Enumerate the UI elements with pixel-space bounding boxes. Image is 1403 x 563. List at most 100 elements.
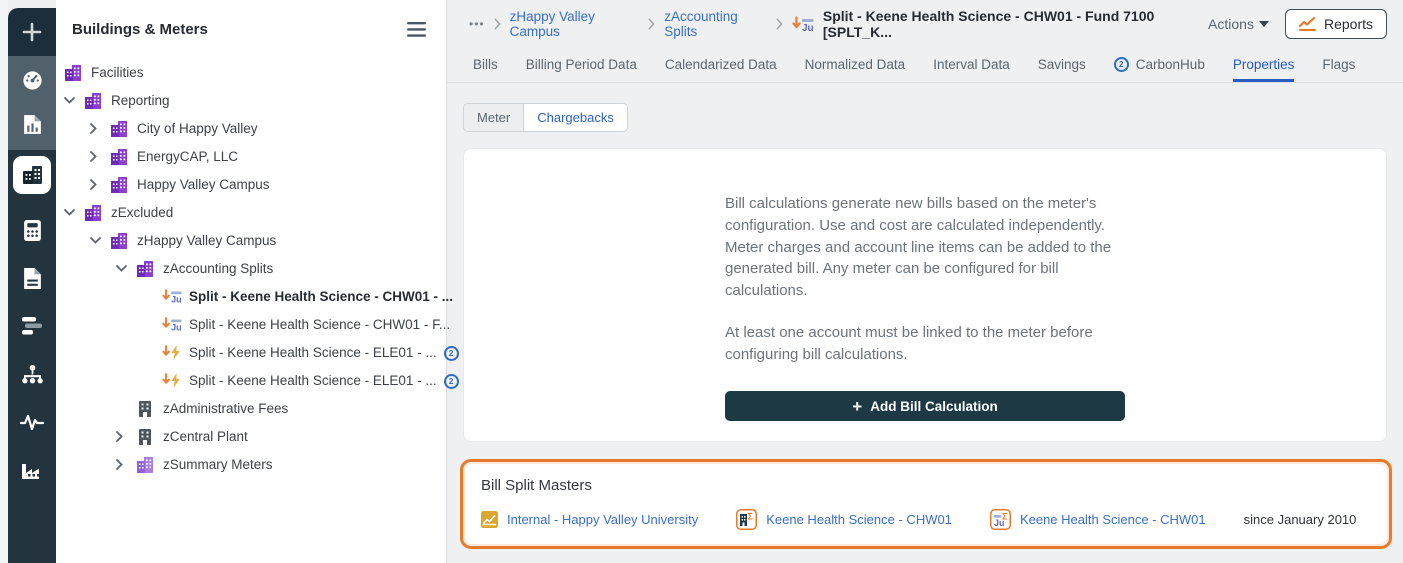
split-master-report-link[interactable]: Internal - Happy Valley University: [507, 512, 699, 527]
tree-item-split-keene-health-science-ele01[interactable]: Split - Keene Health Science - ELE01 - .…: [56, 338, 459, 366]
svg-text:Ju: Ju: [994, 518, 1005, 528]
tab-calendarized-data[interactable]: Calendarized Data: [664, 57, 777, 72]
chevron-right-icon[interactable]: [90, 150, 110, 162]
building-purple-icon: [84, 203, 104, 221]
svg-text:Ju: Ju: [171, 294, 182, 304]
building-purple-icon: [110, 175, 130, 193]
subtab-meter[interactable]: Meter: [464, 104, 525, 131]
tree-item-facilities[interactable]: Facilities: [56, 58, 446, 86]
chevron-right-icon[interactable]: [116, 458, 136, 470]
tree-item-label: Split - Keene Health Science - ELE01 - .…: [189, 344, 437, 360]
tab-bills[interactable]: Bills: [473, 57, 498, 72]
tree-panel-title: Buildings & Meters: [72, 21, 208, 38]
properties-subtabs: Meter Chargebacks: [463, 103, 628, 132]
chevron-down-icon[interactable]: [90, 236, 110, 244]
meter-chilled-water-icon: Ju: [162, 315, 182, 333]
reports-label: Reports: [1323, 16, 1373, 32]
actions-menu-button[interactable]: Actions: [1208, 16, 1269, 32]
tree-item-label: zAccounting Splits: [163, 260, 274, 276]
tree-item-zcentral-plant[interactable]: zCentral Plant: [56, 422, 446, 450]
chevron-down-icon[interactable]: [64, 96, 84, 104]
tree-item-label: City of Happy Valley: [137, 120, 258, 136]
tree-item-label: Split - Keene Health Science - CHW01 - .…: [189, 288, 454, 304]
interval-pulse-icon[interactable]: [20, 410, 44, 434]
bill-split-masters-highlight: Bill Split Masters Internal - Happy Vall…: [460, 459, 1392, 549]
chevron-right-icon[interactable]: [90, 178, 110, 190]
tree-item-label: zSummary Meters: [163, 456, 273, 472]
tree-item-zsummary-meters[interactable]: zSummary Meters: [56, 450, 446, 478]
tree-item-label: Split - Keene Health Science - ELE01 - .…: [189, 372, 437, 388]
chevron-down-icon[interactable]: [64, 208, 84, 216]
building-purple-icon: [110, 119, 130, 137]
tree-item-happy-valley-campus[interactable]: Happy Valley Campus: [56, 170, 446, 198]
tab-properties[interactable]: Properties: [1232, 48, 1295, 82]
calculator-icon[interactable]: [20, 218, 44, 242]
actions-label: Actions: [1208, 16, 1254, 32]
breadcrumb: ••• zHappy Valley Campus zAccounting Spl…: [447, 0, 1403, 48]
bill-split-master-building: Σ Keene Health Science - CHW01: [736, 509, 952, 530]
split-master-meter-link[interactable]: Keene Health Science - CHW01: [1019, 512, 1206, 527]
app-rail: [8, 8, 56, 563]
tree-item-zaccounting-splits[interactable]: zAccounting Splits: [56, 254, 446, 282]
building-purple-light-icon: [136, 455, 156, 473]
facility-tree: Facilities Reporting City of Happy Valley E…: [56, 56, 459, 478]
tree-item-city-of-happy-valley[interactable]: City of Happy Valley: [56, 114, 446, 142]
breadcrumb-link-splits[interactable]: zAccounting Splits: [664, 9, 738, 39]
tree-item-zhappy-valley-campus[interactable]: zHappy Valley Campus: [56, 226, 446, 254]
meter-sigma-icon: JuΣ: [989, 509, 1011, 530]
svg-text:Ju: Ju: [802, 23, 814, 33]
breadcrumb-more-button[interactable]: •••: [469, 17, 485, 31]
split-master-building-link[interactable]: Keene Health Science - CHW01: [766, 512, 952, 527]
reports-button[interactable]: Reports: [1284, 9, 1387, 39]
caret-down-icon: [1258, 21, 1269, 27]
plus-icon: +: [852, 396, 863, 416]
chilled-water-meter-icon: Ju: [792, 15, 814, 33]
chargeback-bars-icon[interactable]: [20, 314, 44, 338]
tree-item-label: EnergyCAP, LLC: [137, 148, 239, 164]
subtab-chargebacks[interactable]: Chargebacks: [524, 104, 627, 131]
tree-item-zadministrative-fees[interactable]: zAdministrative Fees: [56, 394, 446, 422]
rail-top-group: [8, 56, 56, 150]
chevron-down-icon[interactable]: [116, 264, 136, 272]
tree-item-split-keene-health-science-chw01-f[interactable]: Ju Split - Keene Health Science - CHW01 -…: [56, 310, 450, 338]
dashboard-gauge-icon[interactable]: [20, 68, 44, 92]
hamburger-menu-icon[interactable]: [407, 22, 426, 37]
building-purple-icon: [136, 259, 156, 277]
tab-carbonhub[interactable]: CarbonHub: [1113, 48, 1205, 82]
plant-factory-icon[interactable]: [20, 458, 44, 482]
chevron-right-icon[interactable]: [90, 122, 110, 134]
carbonhub-icon: [443, 373, 459, 389]
chevron-right-icon[interactable]: [116, 430, 136, 442]
tree-item-split-keene-health-science-ele01[interactable]: Split - Keene Health Science - ELE01 - .…: [56, 366, 459, 394]
bill-calculations-card: Bill calculations generate new bills bas…: [463, 148, 1387, 442]
rail-gutter: [0, 0, 8, 563]
tab-flags[interactable]: Flags: [1322, 57, 1356, 72]
bill-split-masters-title: Bill Split Masters: [481, 477, 592, 494]
tab-normalized-data[interactable]: Normalized Data: [804, 57, 906, 72]
tree-item-reporting[interactable]: Reporting: [56, 86, 446, 114]
org-chart-icon[interactable]: [20, 362, 44, 386]
building-purple-icon: [64, 63, 84, 81]
bill-calculations-description-2: At least one account must be linked to t…: [725, 323, 1093, 363]
tree-item-split-keene-health-science-chw01[interactable]: Ju Split - Keene Health Science - CHW01 -…: [56, 282, 453, 310]
tab-interval-data[interactable]: Interval Data: [933, 57, 1010, 72]
rail-main-group: [8, 150, 56, 563]
tree-item-energycap-llc[interactable]: EnergyCAP, LLC: [56, 142, 446, 170]
buildings-meters-icon[interactable]: [13, 156, 51, 194]
add-bill-calculation-label: Add Bill Calculation: [870, 398, 998, 414]
report-document-icon[interactable]: [20, 112, 44, 136]
breadcrumb-current: Split - Keene Health Science - CHW01 - F…: [822, 8, 1155, 40]
plus-icon: [22, 22, 42, 42]
tree-item-label: zHappy Valley Campus: [137, 232, 277, 248]
tab-savings[interactable]: Savings: [1037, 57, 1086, 72]
bill-document-icon[interactable]: [20, 266, 44, 290]
building-sigma-icon: Σ: [736, 509, 758, 530]
breadcrumb-link-campus[interactable]: zHappy Valley Campus: [509, 9, 595, 39]
tree-item-label: Reporting: [111, 92, 170, 108]
add-button[interactable]: [8, 8, 56, 56]
tree-item-zexcluded[interactable]: zExcluded: [56, 198, 446, 226]
bill-split-master-report: Internal - Happy Valley University: [481, 511, 698, 528]
add-bill-calculation-button[interactable]: + Add Bill Calculation: [725, 391, 1125, 422]
tab-billing-period-data[interactable]: Billing Period Data: [525, 57, 637, 72]
building-purple-icon: [110, 147, 130, 165]
